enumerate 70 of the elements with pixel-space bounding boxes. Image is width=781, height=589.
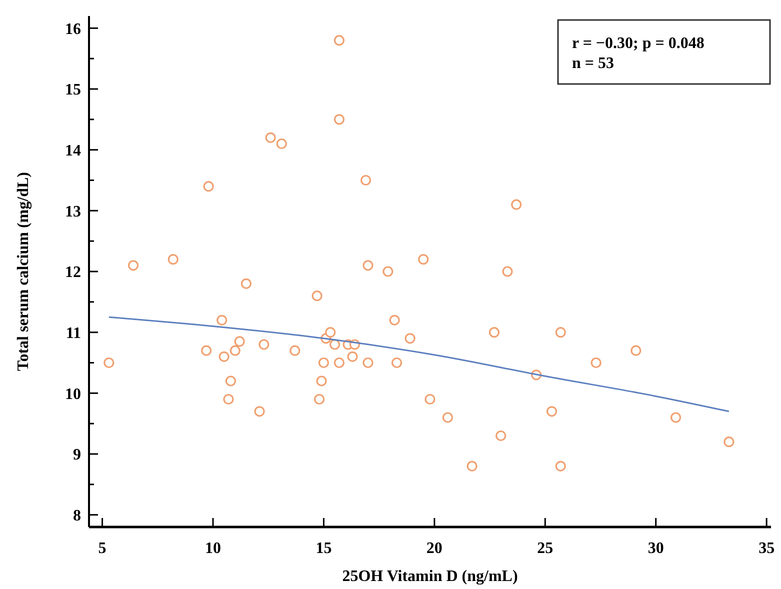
point [590,357,602,368]
point [347,351,358,362]
y-tick-label: 10 [65,386,81,403]
y-tick-label: 13 [65,203,81,220]
point [555,460,566,472]
y-tick-label: 15 [65,82,81,99]
x-tick-label: 5 [98,540,106,557]
point [316,376,327,386]
point [360,174,372,186]
line-series [108,316,730,412]
y-tick-label: 8 [73,507,81,524]
point [312,290,322,302]
annotation: r = −0.30; p = 0.048 [572,35,704,52]
point [502,266,513,277]
point [670,412,682,423]
point [258,339,270,350]
point [496,430,506,442]
y-tick-label: 16 [65,20,81,38]
point [216,314,228,326]
x-tick-label: 35 [758,540,775,557]
point [488,327,500,338]
point [254,406,265,417]
y-tick-label: 11 [66,324,81,342]
point [724,436,734,448]
point [234,336,245,347]
y-tick-label: 9 [73,446,81,464]
point [334,114,345,125]
point [290,345,300,356]
point [225,376,236,386]
point [466,460,478,472]
point [128,260,139,271]
point [418,254,429,265]
point [511,199,522,210]
point [334,35,345,46]
point [168,254,178,265]
point [362,260,374,271]
point [404,333,416,344]
point [555,327,566,338]
x-tick-label: 25 [537,540,554,557]
annotation: n = 53 [572,55,614,72]
point [329,339,340,350]
point [546,406,558,417]
y-axis-title: Total serum calcium (mg/dL) [15,172,32,371]
point [218,351,230,362]
point [203,181,214,192]
point [630,345,642,356]
point [334,357,345,368]
point [382,266,394,277]
point [223,394,234,405]
point [362,357,374,368]
point [424,394,436,405]
point [201,345,212,356]
x-axis-title: 25OH Vitamin D (ng/mL) [342,568,518,585]
x-tick-label: 10 [205,540,221,557]
point [230,345,240,356]
x-tick-label: 20 [426,540,442,557]
point [276,138,287,150]
point [314,394,325,405]
y-tick-label: 14 [65,142,81,160]
point [318,357,330,368]
x-tick-label: 30 [648,540,664,557]
point [389,314,400,326]
point [104,357,114,368]
point [391,357,402,368]
point [240,278,252,289]
y-tick-label: 12 [65,264,81,282]
point [265,132,276,143]
point [442,412,454,423]
point [325,327,336,338]
x-tick-label: 15 [316,540,332,557]
